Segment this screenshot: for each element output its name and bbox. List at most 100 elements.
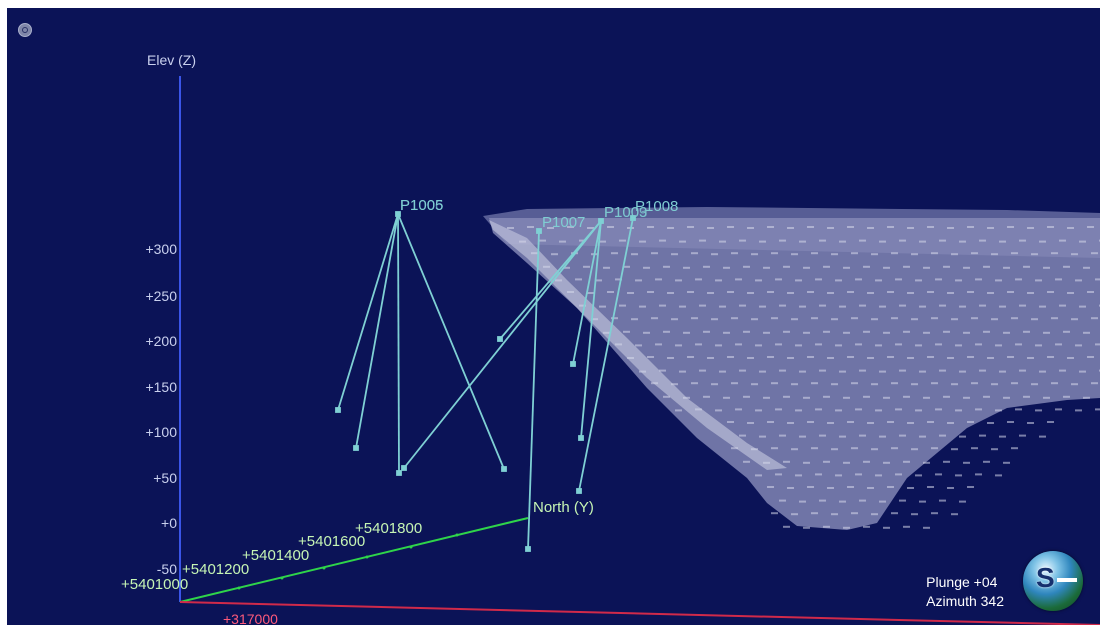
block-cell — [775, 473, 782, 476]
block-cell — [879, 240, 886, 243]
block-cell — [907, 227, 914, 229]
block-cell — [599, 240, 606, 243]
block-cell — [687, 356, 694, 358]
drillhole-trace[interactable] — [355, 213, 399, 449]
block-cell — [979, 434, 986, 437]
block-cell — [787, 487, 794, 489]
block-cell — [783, 395, 790, 398]
block-cell — [799, 240, 806, 243]
block-cell — [655, 343, 662, 346]
block-cell — [943, 395, 950, 398]
block-cell — [751, 253, 758, 256]
block-cell — [763, 396, 770, 399]
block-cell — [1091, 382, 1098, 385]
drillhole-trace[interactable] — [403, 220, 602, 469]
block-cell — [1031, 383, 1038, 386]
block-cell — [1003, 266, 1010, 269]
drillhole-label: P1008 — [635, 198, 678, 215]
block-cell — [871, 253, 878, 256]
block-cell — [1015, 343, 1022, 346]
drillhole-trace[interactable] — [337, 213, 399, 411]
drillhole-trace[interactable] — [580, 220, 602, 439]
block-cell — [891, 252, 898, 255]
block-cell — [691, 317, 698, 320]
block-cell — [727, 226, 734, 228]
block-cell — [659, 369, 666, 372]
block-cell — [891, 512, 898, 515]
block-cell — [1055, 278, 1062, 281]
block-cell — [619, 239, 626, 242]
block-cell — [727, 291, 734, 293]
orientation-globe-icon[interactable]: S — [1023, 551, 1083, 611]
block-cell — [691, 382, 698, 385]
drillhole-trace[interactable] — [527, 230, 540, 550]
block-cell — [1079, 305, 1086, 308]
block-cell — [703, 265, 710, 268]
block-cell — [1035, 409, 1042, 412]
block-cell — [647, 226, 654, 228]
block-cell — [963, 461, 970, 464]
block-cell — [931, 252, 938, 255]
block-cell — [819, 369, 826, 372]
block-cell — [887, 226, 894, 228]
block-cell — [807, 226, 814, 228]
block-cell — [931, 317, 938, 320]
drillhole-trace[interactable] — [397, 213, 505, 470]
block-cell — [731, 382, 738, 385]
scene-canvas[interactable]: Elev (Z) +300 +250 +200 +150 +100 +50 +0… — [7, 8, 1100, 625]
block-cell — [847, 356, 854, 358]
block-cell — [987, 422, 994, 424]
block-cell — [839, 305, 846, 308]
block-cell — [715, 279, 722, 282]
block-cell — [823, 525, 830, 528]
block-cell — [883, 526, 890, 529]
block-cell — [967, 486, 974, 488]
block-cell — [827, 357, 834, 359]
block-cell — [1007, 291, 1014, 293]
drillhole-trace[interactable] — [572, 220, 602, 365]
block-cell — [835, 344, 842, 347]
block-cell — [871, 448, 878, 451]
block-cell — [1031, 318, 1038, 321]
block-cell — [927, 356, 934, 358]
block-cell — [899, 304, 906, 307]
block-cell — [599, 305, 606, 308]
block-cell — [987, 292, 994, 294]
block-model-edge — [489, 220, 787, 470]
block-cell — [615, 278, 622, 281]
3d-viewport[interactable]: Elev (Z) +300 +250 +200 +150 +100 +50 +0… — [7, 8, 1100, 625]
block-cell — [1043, 266, 1050, 269]
block-cell — [967, 356, 974, 358]
view-reset-icon[interactable] — [18, 23, 32, 37]
drillhole-trace[interactable] — [397, 213, 400, 474]
block-cell — [759, 370, 766, 373]
block-cell — [907, 292, 914, 294]
drillhole-label: P1005 — [400, 197, 443, 214]
z-axis-tick-labels: +300 +250 +200 +150 +100 +50 +0 -50 — [145, 241, 177, 577]
globe-letter: S — [1036, 562, 1055, 593]
block-cell — [995, 279, 1002, 282]
block-cell — [979, 369, 986, 372]
block-cell — [995, 344, 1002, 347]
block-cell — [667, 292, 674, 294]
block-cell — [1027, 357, 1034, 359]
block-cell — [867, 292, 874, 294]
block-cell — [811, 382, 818, 385]
block-cell — [783, 265, 790, 268]
block-cell — [887, 291, 894, 293]
block-cell — [583, 265, 590, 268]
block-cell — [943, 330, 950, 333]
block-cell — [983, 395, 990, 398]
block-cell — [759, 435, 766, 438]
block-cell — [839, 500, 846, 503]
y-tick-label: +5401000 — [121, 576, 188, 593]
block-cell — [903, 460, 910, 463]
block-cell — [915, 409, 922, 412]
block-cell — [979, 304, 986, 307]
drillhole-trace[interactable] — [578, 217, 634, 492]
block-cell — [911, 513, 918, 516]
drillholes[interactable] — [335, 211, 636, 552]
block-cell — [995, 409, 1002, 412]
block-cell — [1067, 357, 1074, 359]
block-cell — [995, 474, 1002, 477]
